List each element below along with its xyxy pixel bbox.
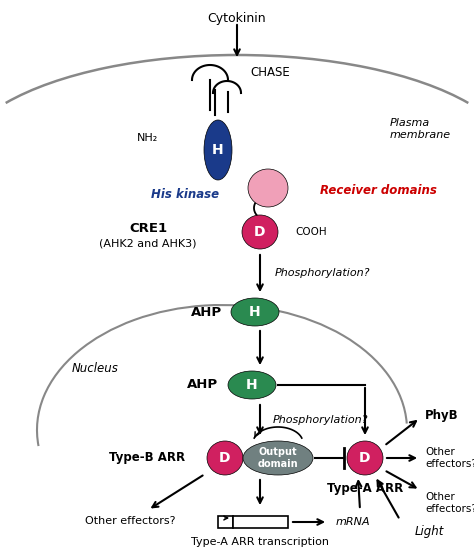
Ellipse shape: [204, 120, 232, 180]
Text: COOH: COOH: [295, 227, 327, 237]
Ellipse shape: [243, 441, 313, 475]
Text: (AHK2 and AHK3): (AHK2 and AHK3): [99, 238, 197, 248]
Text: Type-A ARR transcription: Type-A ARR transcription: [191, 537, 329, 547]
Text: D: D: [359, 451, 371, 465]
Text: Phosphorylation?: Phosphorylation?: [273, 415, 368, 425]
Text: Light: Light: [415, 525, 444, 538]
Text: H: H: [249, 305, 261, 319]
Text: H: H: [246, 378, 258, 392]
Text: Output
domain: Output domain: [258, 447, 298, 469]
Bar: [218, 516, 233, 528]
Text: NH₂: NH₂: [137, 133, 159, 143]
Text: H: H: [212, 143, 224, 157]
Text: AHP: AHP: [187, 379, 218, 392]
Text: mRNA: mRNA: [336, 517, 371, 527]
Ellipse shape: [228, 371, 276, 399]
Ellipse shape: [248, 169, 288, 207]
Text: CRE1: CRE1: [129, 222, 167, 235]
Text: Type-B ARR: Type-B ARR: [109, 452, 185, 465]
Text: D: D: [219, 451, 231, 465]
Text: Nucleus: Nucleus: [72, 361, 119, 374]
Ellipse shape: [231, 298, 279, 326]
Ellipse shape: [207, 441, 243, 475]
Text: His kinase: His kinase: [151, 188, 219, 202]
Text: Cytokinin: Cytokinin: [208, 12, 266, 25]
Text: Other effectors?: Other effectors?: [85, 516, 175, 526]
Text: CHASE: CHASE: [250, 66, 290, 79]
Text: D: D: [254, 225, 266, 239]
Text: Other
effectors?: Other effectors?: [425, 492, 474, 514]
Text: PhyB: PhyB: [425, 408, 459, 422]
Text: Phosphorylation?: Phosphorylation?: [275, 268, 371, 278]
Text: Other
effectors?: Other effectors?: [425, 447, 474, 469]
Text: Type-A ARR: Type-A ARR: [327, 482, 403, 495]
Ellipse shape: [242, 215, 278, 249]
Ellipse shape: [347, 441, 383, 475]
Text: AHP: AHP: [191, 305, 222, 319]
Text: Plasma
membrane: Plasma membrane: [390, 118, 451, 140]
Bar: [233, 516, 288, 528]
Text: Receiver domains: Receiver domains: [320, 183, 437, 197]
